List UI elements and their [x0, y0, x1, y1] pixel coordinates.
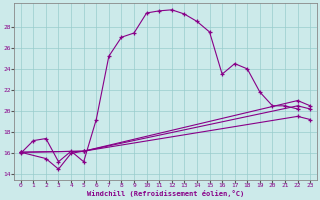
- X-axis label: Windchill (Refroidissement éolien,°C): Windchill (Refroidissement éolien,°C): [87, 190, 244, 197]
